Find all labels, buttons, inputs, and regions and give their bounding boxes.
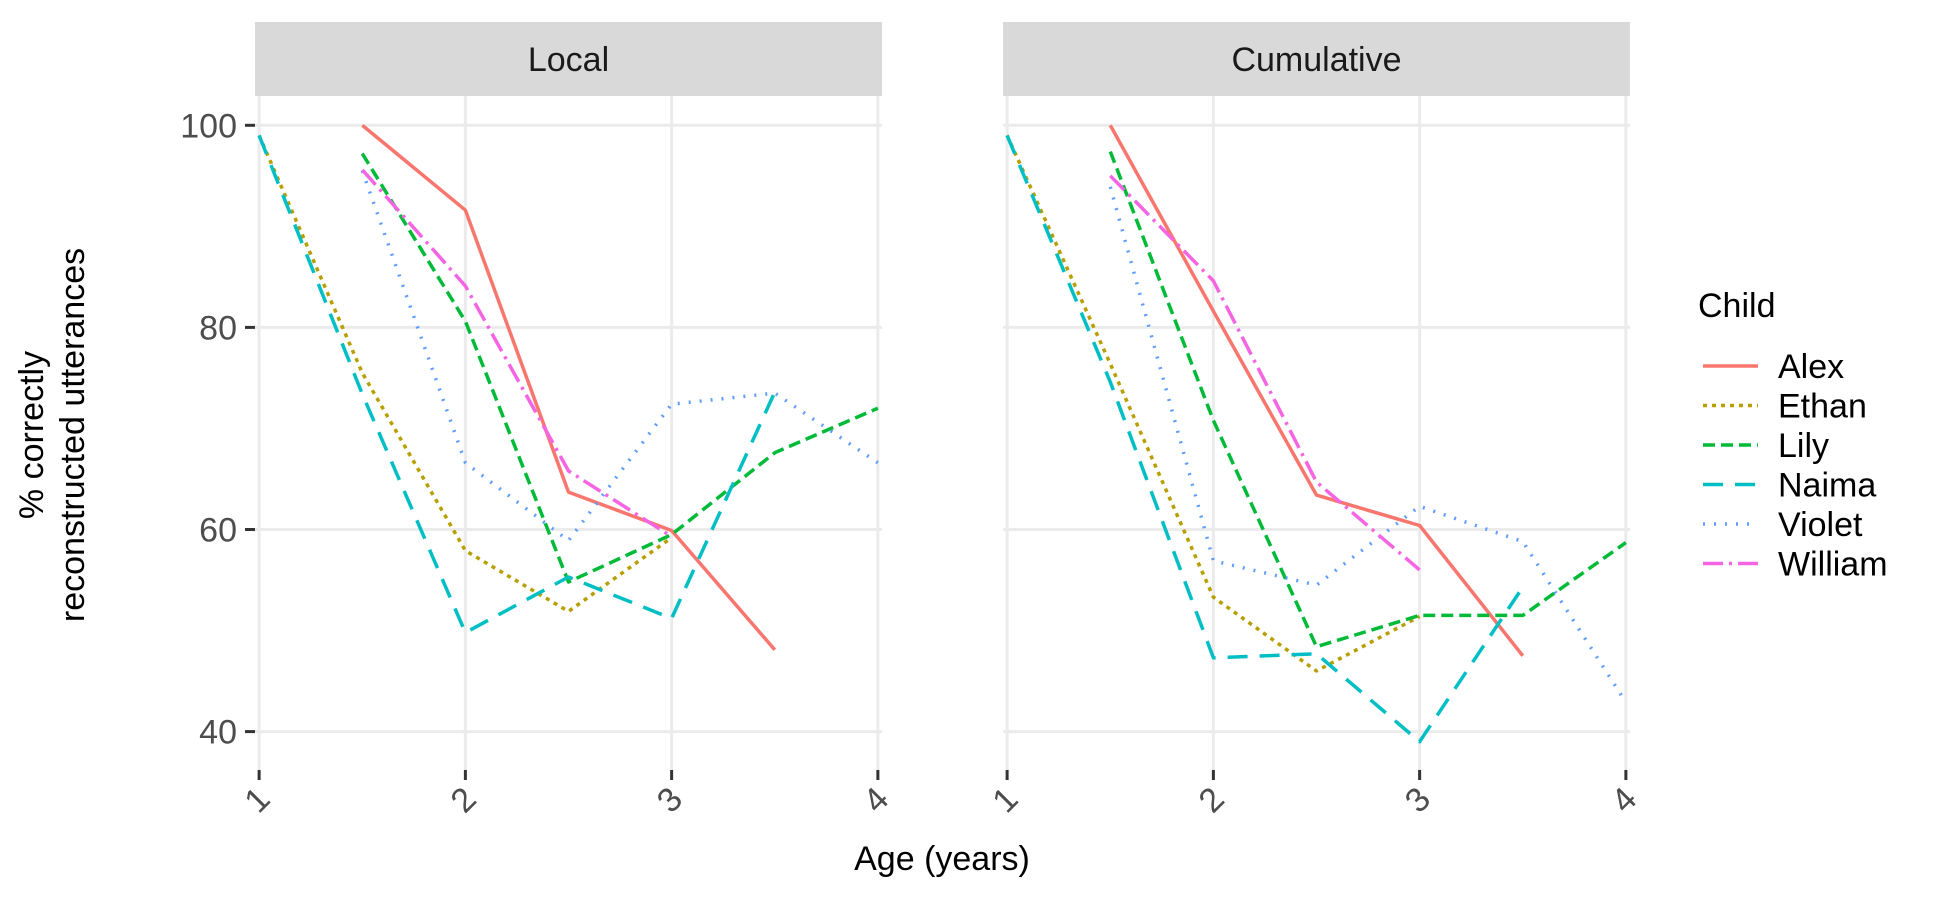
series-line-lily — [360, 152, 879, 584]
legend-item-ethan: Ethan — [1703, 388, 1867, 426]
y-tick-label: 80 — [199, 309, 237, 347]
legend-item-william: William — [1703, 546, 1888, 584]
y-tick-label: 60 — [199, 512, 237, 550]
x-tick-label: 4 — [856, 780, 896, 820]
panel-strip — [1003, 22, 1630, 96]
series-line-naima — [1005, 134, 1525, 744]
panel-local: Local 1 2 3 4 — [237, 22, 896, 820]
x-tick-label: 3 — [1398, 780, 1438, 820]
legend-label: Ethan — [1778, 388, 1867, 426]
series-line-alex — [1108, 124, 1525, 657]
x-tick-label: 2 — [443, 780, 483, 820]
panel-title: Local — [528, 41, 609, 79]
legend-label: Naima — [1778, 467, 1876, 505]
panel-title: Cumulative — [1231, 41, 1401, 79]
series-line-naima — [257, 134, 777, 635]
series-line-ethan — [1005, 134, 1421, 673]
legend-label: William — [1778, 546, 1888, 584]
x-tick-label: 2 — [1191, 780, 1231, 820]
gridlines — [255, 96, 882, 770]
panels: Local 1 2 3 4 Cumulative 1 2 3 4 — [237, 22, 1644, 820]
legend-item-naima: Naima — [1703, 467, 1876, 505]
legend-label: Lily — [1778, 427, 1829, 465]
legend-label: Violet — [1778, 506, 1863, 544]
series-line-william — [1109, 174, 1421, 572]
series-line-william — [360, 168, 673, 539]
gridlines — [1003, 96, 1630, 770]
x-tick-label: 1 — [237, 780, 277, 820]
x-tick-label: 4 — [1604, 780, 1644, 820]
legend-item-violet: Violet — [1703, 506, 1863, 544]
series-lines — [1005, 124, 1628, 744]
series-line-alex — [361, 123, 777, 651]
x-axis-label: Age (years) — [854, 840, 1030, 878]
legend-title: Child — [1698, 287, 1775, 325]
legend-label: Alex — [1778, 348, 1844, 386]
y-axis-label-line-2: reconstructed utterances — [54, 248, 92, 622]
y-tick-label: 40 — [199, 714, 237, 752]
series-line-lily — [1108, 150, 1627, 649]
panel-strip — [255, 22, 882, 96]
x-tick-label: 3 — [650, 780, 690, 820]
y-axis-label-line-1: % correctly — [13, 351, 51, 519]
legend-item-alex: Alex — [1703, 348, 1844, 386]
x-tick-label: 1 — [985, 780, 1025, 820]
series-line-violet — [360, 170, 879, 543]
y-axis: 40 60 80 100 — [180, 107, 255, 752]
y-tick-label: 100 — [180, 107, 237, 145]
legend-item-lily: Lily — [1703, 427, 1829, 465]
series-lines — [257, 123, 879, 651]
panel-cumulative: Cumulative 1 2 3 4 — [985, 22, 1644, 820]
series-line-ethan — [257, 134, 673, 614]
